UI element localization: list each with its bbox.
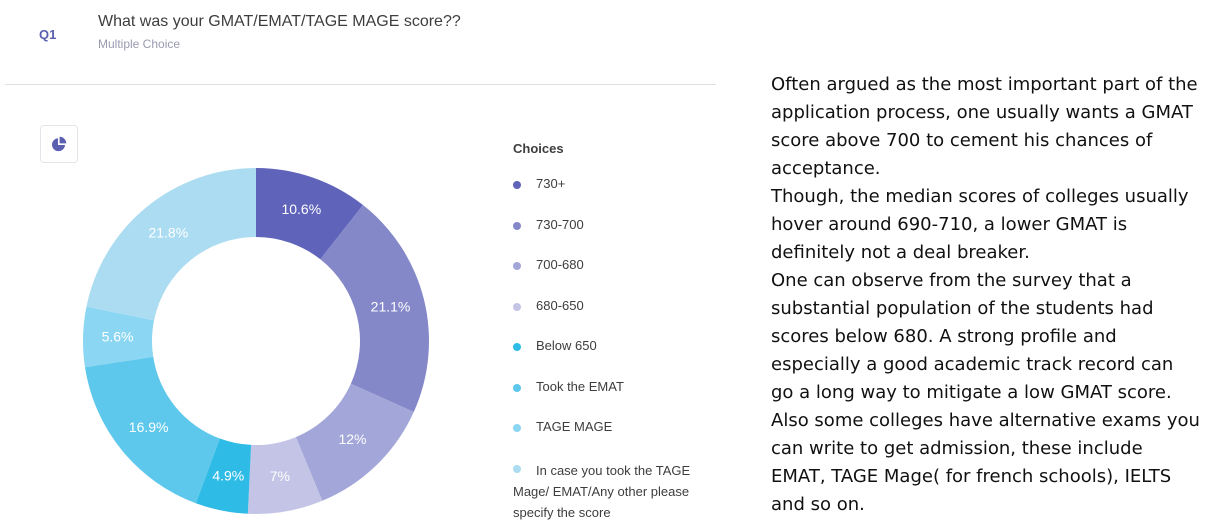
legend-dot: [513, 221, 521, 230]
legend: Choices 730+ 730-700 700-680 680-650 Bel…: [513, 141, 713, 523]
slice-percentage-label: 7%: [270, 468, 290, 484]
legend-item-700-680[interactable]: 700-680: [513, 257, 713, 298]
donut-slice[interactable]: [320, 205, 429, 413]
legend-dot: [513, 465, 521, 474]
commentary-paragraph: Also some colleges have alternative exam…: [771, 410, 1200, 515]
legend-item-680-650[interactable]: 680-650: [513, 298, 713, 339]
legend-item-730-plus[interactable]: 730+: [513, 176, 713, 217]
slice-percentage-label: 21.1%: [371, 299, 411, 315]
commentary: Often argued as the most important part …: [771, 71, 1201, 519]
legend-label: TAGE MAGE: [536, 419, 613, 434]
question-type: Multiple Choice: [98, 37, 181, 51]
legend-item-below-650[interactable]: Below 650: [513, 338, 713, 379]
commentary-paragraph: Often argued as the most important part …: [771, 74, 1198, 179]
legend-dot: [513, 302, 521, 311]
legend-item-other-score[interactable]: In case you took the TAGE Mage/ EMAT/Any…: [513, 460, 713, 523]
pie-chart-icon: [52, 136, 67, 152]
legend-dot: [513, 383, 521, 392]
legend-item-730-700[interactable]: 730-700: [513, 217, 713, 258]
donut-slice[interactable]: [295, 383, 414, 501]
legend-dot: [513, 424, 521, 432]
slice-percentage-label: 16.9%: [129, 419, 169, 435]
legend-label: Below 650: [536, 338, 597, 353]
donut-slice[interactable]: [195, 438, 252, 514]
question-number: Q1: [39, 27, 57, 42]
question-title: What was your GMAT/EMAT/TAGE MAGE score?…: [98, 13, 461, 30]
donut-slice[interactable]: [86, 168, 256, 321]
slice-percentage-label: 5.6%: [102, 328, 134, 344]
header-divider: [5, 84, 716, 85]
legend-title: Choices: [513, 141, 564, 156]
legend-dot: [513, 343, 521, 351]
donut-slice[interactable]: [83, 306, 155, 368]
chart-type-toggle-button[interactable]: [40, 125, 78, 163]
legend-label: 730+: [536, 176, 566, 191]
donut-chart: 10.6% 21.1% 12% 7% 4.9% 16.9% 5.6% 21.8%: [83, 168, 429, 514]
legend-item-took-emat[interactable]: Took the EMAT: [513, 379, 713, 420]
donut-slice[interactable]: [85, 356, 220, 504]
legend-label: Took the EMAT: [536, 378, 624, 394]
legend-label: 730-700: [536, 216, 584, 232]
commentary-paragraph: One can observe from the survey that a s…: [771, 270, 1174, 403]
legend-dot: [513, 262, 521, 270]
legend-label: In case you took the TAGE Mage/ EMAT/Any…: [513, 462, 691, 520]
legend-label: 680-650: [536, 297, 584, 313]
donut-slice[interactable]: [247, 437, 323, 514]
donut-slice[interactable]: [256, 168, 363, 260]
slice-percentage-label: 21.8%: [148, 224, 188, 240]
slice-percentage-label: 12%: [338, 431, 366, 447]
legend-dot: [513, 181, 521, 189]
slice-percentage-label: 4.9%: [212, 467, 244, 483]
commentary-paragraph: Though, the median scores of colleges us…: [771, 186, 1189, 263]
legend-label: 700-680: [536, 257, 584, 272]
slice-percentage-label: 10.6%: [281, 201, 321, 217]
legend-item-tage-mage[interactable]: TAGE MAGE: [513, 419, 713, 460]
